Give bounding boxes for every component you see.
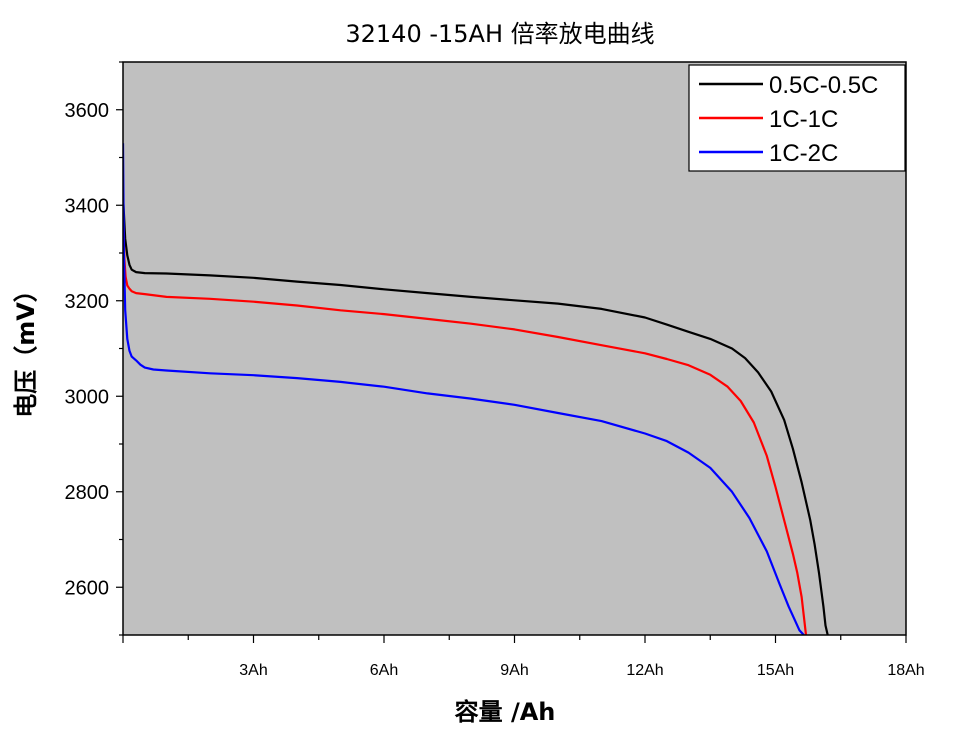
x-axis-label: 容量 /Ah <box>455 698 556 726</box>
y-tick-label: 2600 <box>65 577 110 599</box>
y-axis-label: 电压（mV） <box>12 278 40 418</box>
x-tick-label: 9Ah <box>500 662 528 679</box>
legend-label: 1C-2C <box>769 140 838 167</box>
legend-label: 1C-1C <box>769 106 838 133</box>
y-tick-label: 3600 <box>65 100 110 122</box>
y-tick-label: 2800 <box>65 482 110 504</box>
y-tick-label: 3200 <box>65 291 110 313</box>
legend-label: 0.5C-0.5C <box>769 72 878 99</box>
axis-layer: 2600 2800 3000 3200 3400 3600 3Ah 6Ah 9Ah 12Ah 15A… <box>65 61 925 679</box>
x-tick-label: 12Ah <box>626 662 663 679</box>
series-line-1 <box>123 195 829 635</box>
chart-title: 32140 -15AH 倍率放电曲线 <box>345 20 654 48</box>
legend: 0.5C-0.5C 1C-1C 1C-2C <box>688 64 906 172</box>
y-tick-label: 3000 <box>65 386 110 408</box>
series-line-3 <box>123 143 805 635</box>
y-tick-label: 3400 <box>65 195 110 217</box>
x-tick-label: 6Ah <box>370 662 398 679</box>
x-tick-label: 15Ah <box>757 662 794 679</box>
series-layer <box>123 143 829 635</box>
x-tick-label: 3Ah <box>239 662 267 679</box>
x-tick-label: 18Ah <box>887 662 924 679</box>
series-line-2 <box>123 209 808 635</box>
